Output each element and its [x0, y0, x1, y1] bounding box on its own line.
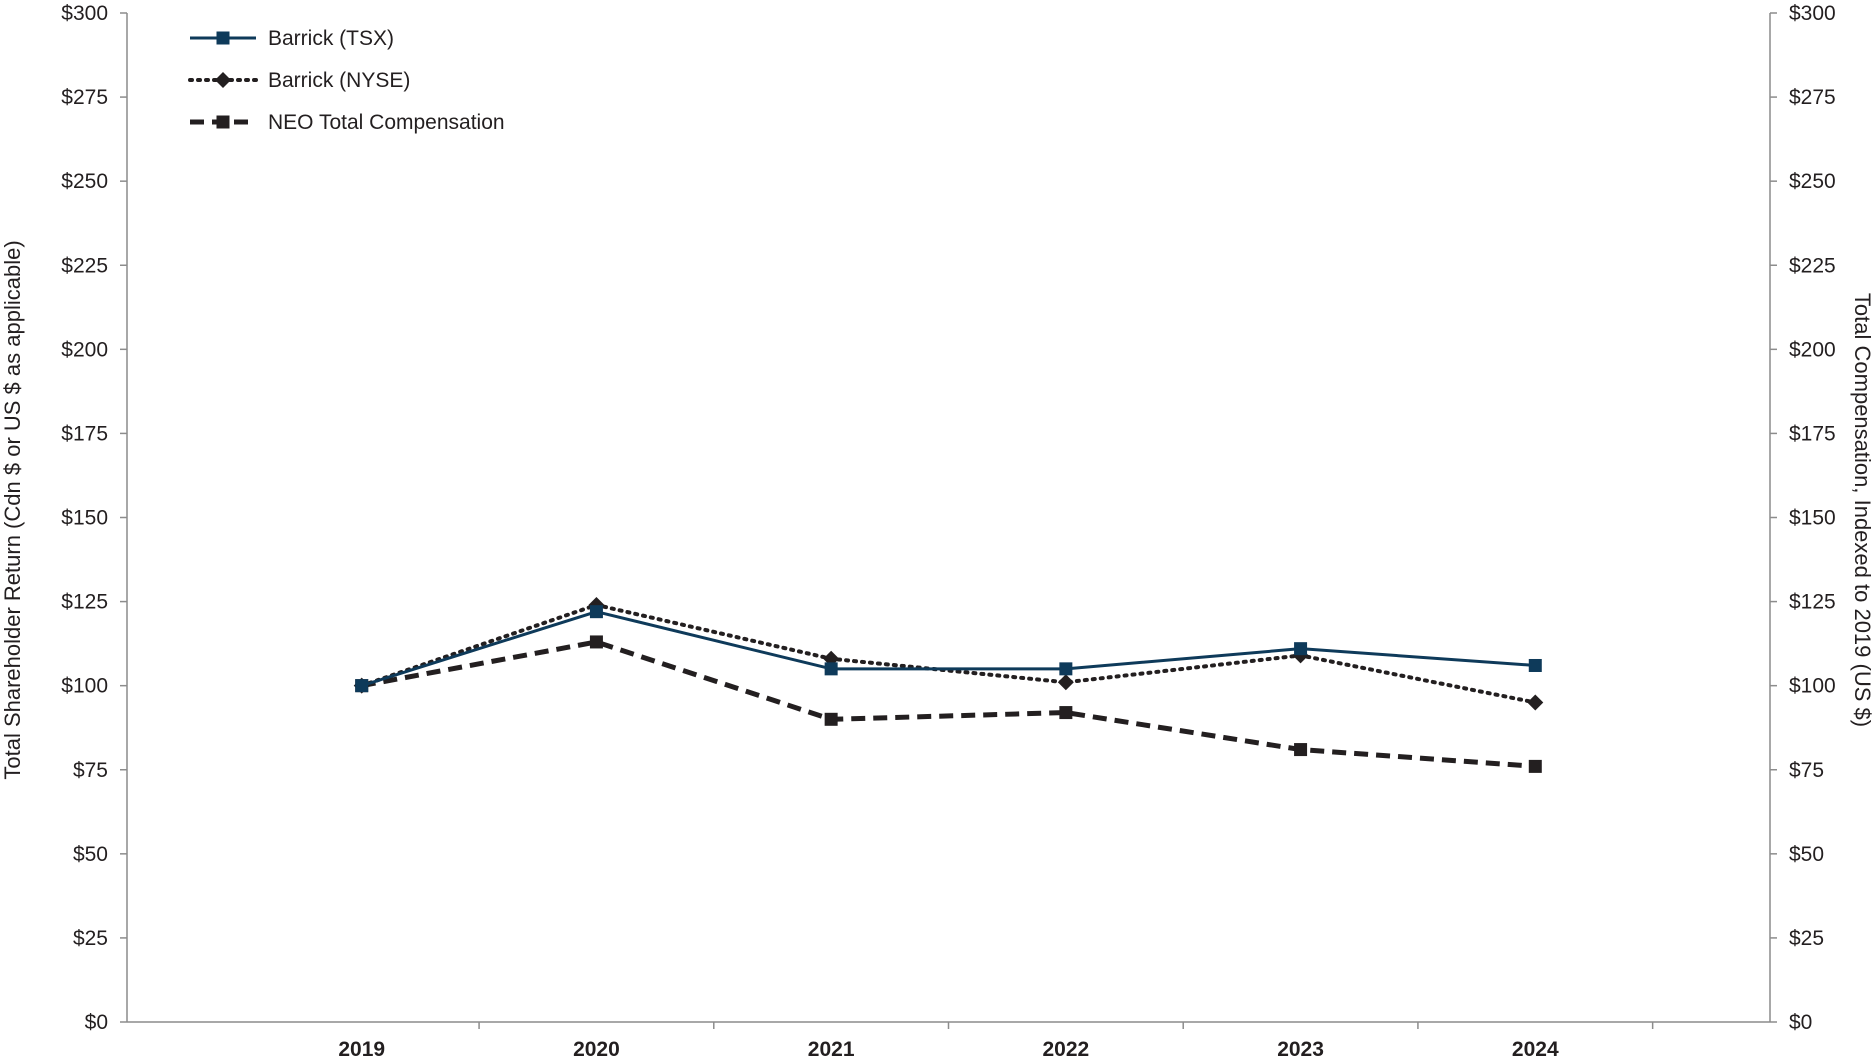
legend-label: NEO Total Compensation: [268, 111, 505, 134]
x-tick-label: 2021: [808, 1038, 855, 1061]
legend-label: Barrick (NYSE): [268, 69, 410, 92]
legend-item: Barrick (TSX): [190, 27, 394, 50]
y-tick-label-right: $225: [1789, 254, 1836, 277]
y-tick-label-left: $300: [61, 2, 108, 25]
y-tick-label-right: $50: [1789, 843, 1824, 866]
y-tick-label-left: $250: [61, 170, 108, 193]
x-tick-label: 2019: [338, 1038, 385, 1061]
y-axis-title-left: Total Shareholder Return (Cdn $ or US $ …: [0, 240, 25, 779]
data-point: [1059, 662, 1073, 676]
data-point: [589, 605, 603, 619]
legend-label: Barrick (TSX): [268, 27, 394, 50]
legend-item: NEO Total Compensation: [190, 111, 505, 134]
y-tick-label-right: $125: [1789, 591, 1836, 614]
y-tick-label-left: $25: [73, 927, 108, 950]
y-tick-label-left: $100: [61, 675, 108, 698]
y-tick-label-right: $200: [1789, 338, 1836, 361]
y-tick-label-left: $200: [61, 338, 108, 361]
series-layer: [353, 596, 1544, 773]
y-tick-label-right: $25: [1789, 927, 1824, 950]
data-point: [1294, 642, 1308, 656]
series-line: [359, 602, 1538, 705]
series-neo-total-compensation: [355, 635, 1542, 773]
data-point: [1059, 706, 1073, 720]
y-tick-label-left: $75: [73, 759, 108, 782]
legend-marker: [215, 72, 231, 88]
x-tick-label: 2024: [1512, 1038, 1559, 1061]
legend-marker: [216, 115, 230, 129]
data-point: [824, 662, 838, 676]
x-tick-label: 2022: [1042, 1038, 1089, 1061]
y-tick-label-left: $225: [61, 254, 108, 277]
series-barrick-tsx: [355, 605, 1542, 693]
data-point: [355, 679, 369, 693]
y-tick-label-right: $150: [1789, 507, 1836, 530]
y-tick-label-left: $0: [85, 1011, 108, 1034]
y-tick-label-right: $0: [1789, 1011, 1812, 1034]
legend-marker: [216, 31, 230, 45]
data-point: [1294, 743, 1308, 757]
y-tick-label-left: $150: [61, 507, 108, 530]
y-axis-title-right: Total Compensation, Indexed to 2019 (US …: [1850, 293, 1875, 727]
y-tick-label-left: $125: [61, 591, 108, 614]
data-point: [589, 635, 603, 649]
data-point: [1527, 694, 1544, 711]
y-tick-label-right: $75: [1789, 759, 1824, 782]
y-tick-label-left: $275: [61, 86, 108, 109]
legend: Barrick (TSX) Barrick (NYSE) NEO Total Com…: [188, 27, 505, 134]
data-point: [1528, 759, 1542, 773]
axes: $0 $0 $25 $25 $50 $50 $75 $75 $100 $100 $125 $125 $1…: [61, 2, 1835, 1061]
x-tick-label: 2020: [573, 1038, 620, 1061]
data-point: [824, 712, 838, 726]
y-tick-label-right: $250: [1789, 170, 1836, 193]
x-tick-label: 2023: [1277, 1038, 1324, 1061]
legend-item: Barrick (NYSE): [188, 69, 410, 92]
y-tick-label-right: $100: [1789, 675, 1836, 698]
data-point: [1057, 674, 1074, 691]
data-point: [1528, 658, 1542, 672]
y-tick-label-right: $175: [1789, 422, 1836, 445]
y-tick-label-left: $175: [61, 422, 108, 445]
y-tick-label-left: $50: [73, 843, 108, 866]
y-tick-label-right: $275: [1789, 86, 1836, 109]
series-line: [361, 639, 1536, 769]
y-tick-label-right: $300: [1789, 2, 1836, 25]
series-line: [361, 610, 1536, 688]
